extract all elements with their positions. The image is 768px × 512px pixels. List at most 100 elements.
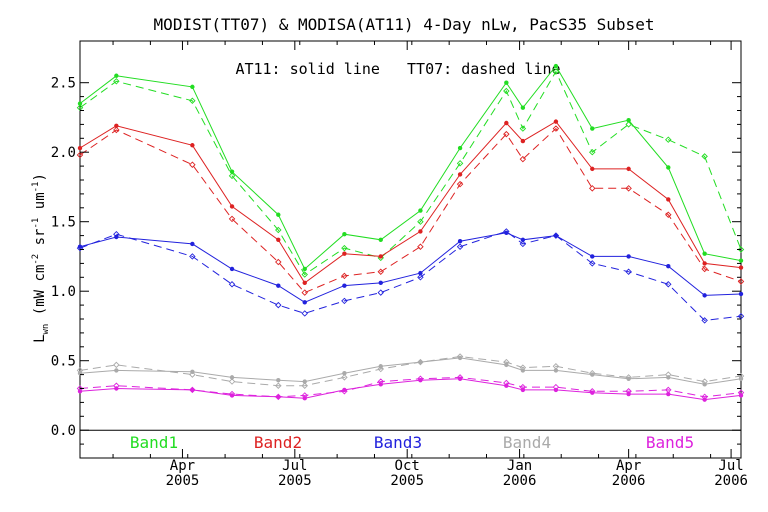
data-point: [77, 145, 83, 151]
data-point: [552, 68, 560, 75]
data-point: [701, 393, 708, 401]
data-point: [342, 232, 347, 237]
data-point: [520, 105, 526, 110]
data-point: [737, 372, 745, 380]
ticks-layer: 0.00.51.01.52.02.5Apr2005Jul2005Oct2005J…: [51, 41, 748, 489]
x-tick-month: Jan: [507, 458, 532, 474]
data-point: [666, 263, 671, 269]
data-point: [590, 254, 595, 259]
data-point: [626, 254, 631, 259]
data-point: [301, 271, 308, 278]
data-point: [701, 265, 708, 273]
data-point: [276, 237, 281, 242]
data-point: [189, 386, 196, 394]
y-axis-label-sub: wn: [41, 324, 51, 335]
data-point: [190, 84, 195, 90]
series-band1-dashed: [76, 68, 745, 278]
data-point: [456, 374, 464, 381]
data-point: [377, 365, 384, 373]
data-point: [519, 364, 527, 371]
data-point: [666, 165, 671, 170]
y-axis-label-main: L: [32, 334, 48, 342]
data-point: [626, 166, 631, 172]
y-axis-exp-cm: -2: [31, 254, 41, 265]
data-point: [113, 361, 120, 369]
data-point: [342, 371, 347, 376]
data-point: [276, 377, 281, 383]
x-tick-month: Apr: [616, 458, 641, 474]
data-point: [228, 378, 236, 385]
plot-border: [79, 40, 742, 459]
data-point: [76, 151, 84, 159]
data-point: [114, 368, 119, 373]
x-tick-year: 2006: [714, 473, 748, 489]
y-axis-units-pre: (mW cm: [32, 265, 48, 316]
data-point: [737, 278, 745, 285]
data-point: [113, 78, 120, 85]
data-point: [737, 246, 745, 253]
y-tick-label: 1.0: [51, 284, 76, 300]
data-point: [738, 291, 744, 297]
data-point: [418, 208, 423, 213]
y-tick-label: 0.5: [51, 354, 76, 370]
data-point: [417, 218, 424, 225]
series-band3-solid: [77, 230, 744, 305]
series-band4-dashed: [76, 353, 745, 389]
x-tick-year: 2005: [278, 473, 312, 489]
data-point: [665, 371, 672, 378]
series-band4-solid: [77, 355, 744, 387]
y-tick-label: 2.5: [51, 76, 76, 92]
data-point: [590, 372, 595, 377]
data-point: [114, 123, 119, 128]
series-line: [79, 357, 742, 385]
data-point: [229, 266, 235, 272]
x-tick-year: 2006: [503, 473, 537, 489]
data-point: [190, 241, 195, 247]
y-tick-label: 1.5: [51, 215, 76, 231]
data-point: [701, 317, 708, 324]
y-axis-exp-sr: -1: [31, 218, 41, 229]
data-point: [275, 301, 282, 309]
data-point: [228, 390, 236, 398]
data-point: [519, 125, 527, 132]
data-point: [519, 383, 527, 391]
data-point: [589, 260, 596, 267]
data-point: [275, 382, 282, 389]
x-tick-month: Apr: [170, 458, 195, 474]
data-point: [552, 383, 560, 391]
data-point: [228, 281, 236, 288]
data-point: [301, 289, 308, 296]
data-point: [737, 389, 745, 396]
x-tick-year: 2006: [612, 473, 646, 489]
data-point: [504, 80, 509, 85]
data-point: [701, 153, 708, 160]
data-point: [76, 385, 84, 392]
series-line: [79, 120, 742, 284]
data-point: [341, 244, 348, 252]
data-point: [341, 388, 348, 395]
data-point: [302, 300, 307, 305]
data-point: [626, 118, 631, 123]
y-tick-label: 2.0: [51, 145, 76, 161]
data-point: [228, 172, 236, 180]
data-point: [590, 126, 595, 131]
data-point: [377, 289, 384, 296]
data-point: [701, 378, 708, 385]
y-axis-exp-um: -1: [31, 182, 41, 193]
series-line: [79, 376, 742, 398]
data-point: [503, 358, 510, 366]
data-point: [589, 369, 596, 377]
data-point: [702, 261, 707, 266]
data-point: [229, 204, 235, 209]
data-point: [457, 238, 463, 244]
data-point: [417, 375, 424, 383]
legend-entry-band5: Band5: [646, 433, 694, 452]
data-point: [553, 368, 559, 373]
data-point: [702, 293, 707, 298]
series-layer: [76, 63, 745, 402]
data-point: [418, 229, 423, 234]
data-point: [503, 379, 510, 387]
data-point: [189, 97, 196, 105]
legend: Band1 Band2 Band3 Band4 Band5: [130, 433, 694, 452]
